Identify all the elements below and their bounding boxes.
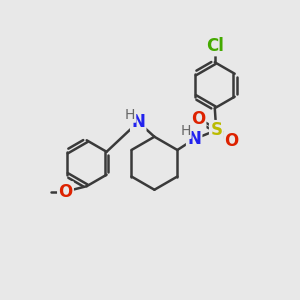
Text: Cl: Cl xyxy=(206,37,224,55)
Text: S: S xyxy=(210,121,222,139)
Text: H: H xyxy=(125,108,135,122)
Text: H: H xyxy=(180,124,190,138)
Text: N: N xyxy=(131,113,145,131)
Text: O: O xyxy=(58,182,73,200)
Text: O: O xyxy=(191,110,205,128)
Text: N: N xyxy=(187,130,201,148)
Text: O: O xyxy=(224,133,239,151)
